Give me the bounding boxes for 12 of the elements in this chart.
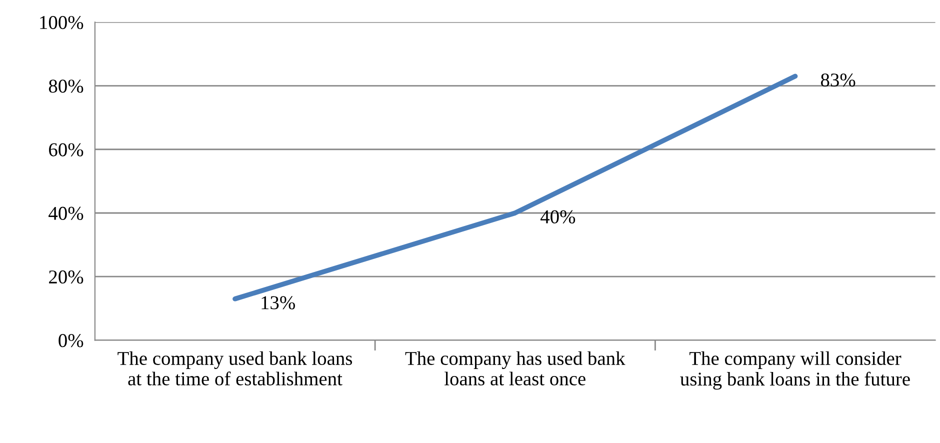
y-tick-label: 100%	[40, 16, 84, 30]
y-tick-label: 0%	[58, 334, 84, 348]
y-tick-label: 60%	[49, 143, 84, 156]
y-tick-label: 80%	[48, 80, 84, 93]
text: 13%	[262, 296, 295, 310]
text: 83%	[820, 74, 856, 87]
x-tick-label: The company has used bank loans at least once	[405, 351, 626, 386]
x-tick-label: The company used bank loans at the time of establishment	[118, 351, 352, 386]
x-tick-label: The company will consider using bank loans in the future	[680, 351, 910, 390]
y-tick-label: 40%	[48, 206, 84, 220]
text: 40%	[540, 210, 576, 224]
y-tick-label: 20%	[49, 270, 84, 284]
